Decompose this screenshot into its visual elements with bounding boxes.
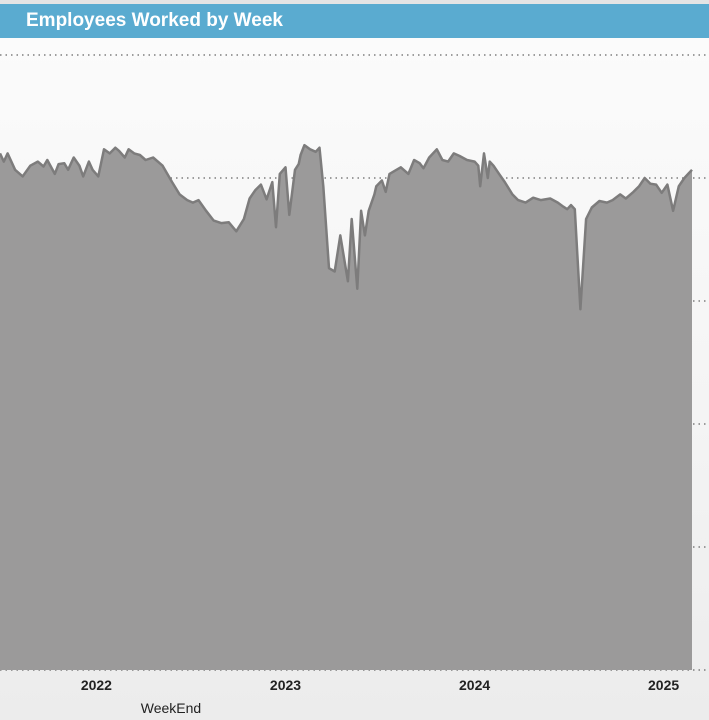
x-axis-ticks: 2022 2023 2024 2025 [81, 677, 680, 693]
x-tick-label: 2024 [459, 677, 490, 693]
area-fill [0, 145, 692, 670]
x-tick-label: 2025 [648, 677, 679, 693]
top-rule [0, 0, 709, 4]
chart-title: Employees Worked by Week [0, 4, 709, 38]
x-axis-title: WeekEnd [141, 700, 201, 716]
series-line [0, 143, 693, 311]
x-tick-label: 2022 [81, 677, 112, 693]
x-tick-label: 2023 [270, 677, 301, 693]
area-series [0, 143, 693, 670]
